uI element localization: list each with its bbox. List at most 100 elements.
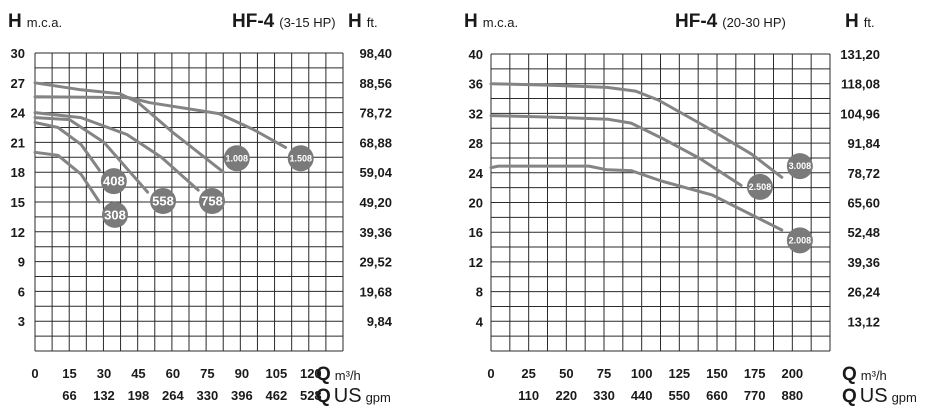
x-tick-label: 90 <box>235 366 249 381</box>
model-label: 3.008 <box>789 161 812 171</box>
x2-tick-label: 660 <box>706 388 728 403</box>
y-tick-label: 15 <box>11 195 25 210</box>
x2-axis-title: Q US gpm <box>316 385 391 407</box>
model-marker <box>786 227 813 254</box>
x2-tick-label: 550 <box>668 388 690 403</box>
y2-tick-label: 118,08 <box>841 77 880 92</box>
x-tick-label: 120 <box>300 366 322 381</box>
y2-tick-label: 104,96 <box>840 106 880 121</box>
x-tick-label: 50 <box>559 366 573 381</box>
y-axis-unit: m.c.a. <box>483 15 518 30</box>
model-marker <box>198 188 225 215</box>
x-axis-unit: m³/h <box>335 368 361 383</box>
model-label: 408 <box>103 174 125 189</box>
x-tick-label: 105 <box>265 366 287 381</box>
y-tick-label: 12 <box>469 255 483 270</box>
x2-axis-unit-gpm: gpm <box>366 390 391 405</box>
y-tick-label: 40 <box>469 47 483 62</box>
y2-tick-label: 78,72 <box>359 106 392 121</box>
x-tick-label: 75 <box>597 366 611 381</box>
x2-tick-label: 132 <box>93 388 115 403</box>
chart-title: HF-4 (3-15 HP) <box>232 11 336 32</box>
y2-tick-label: 9,84 <box>367 314 393 329</box>
y-tick-label: 32 <box>469 106 483 121</box>
y-tick-label: 27 <box>11 76 25 91</box>
x2-axis-symbol: Q <box>316 386 331 407</box>
y2-tick-label: 39,36 <box>847 255 880 270</box>
y-tick-label: 9 <box>18 255 25 270</box>
model-label: 2.508 <box>749 182 772 192</box>
x-tick-label: 0 <box>487 366 494 381</box>
y-tick-label: 16 <box>469 225 483 240</box>
y-axis-symbol: H <box>464 11 478 32</box>
y-tick-label: 36 <box>469 77 483 92</box>
y-axis-unit: m.c.a. <box>27 15 62 30</box>
x2-tick-label: 66 <box>62 388 76 403</box>
x-tick-label: 175 <box>744 366 766 381</box>
x2-tick-label: 330 <box>197 388 219 403</box>
x2-tick-label: 220 <box>555 388 577 403</box>
pump-curve-1508 <box>33 95 287 149</box>
y2-tick-label: 13,12 <box>847 314 880 329</box>
x-axis-symbol: Q <box>316 364 331 385</box>
x2-tick-label: 198 <box>128 388 150 403</box>
chart-title-model: HF-4 <box>675 11 718 32</box>
y2-tick-label: 91,84 <box>847 136 880 151</box>
x-tick-label: 150 <box>706 366 728 381</box>
x2-tick-label: 440 <box>631 388 653 403</box>
model-marker <box>101 201 128 228</box>
x2-axis-title: Q US gpm <box>842 385 917 407</box>
y2-tick-label: 65,60 <box>847 196 880 211</box>
y-tick-label: 4 <box>476 314 484 329</box>
y-tick-label: 20 <box>469 196 483 211</box>
x-tick-label: 0 <box>31 366 38 381</box>
x-tick-label: 15 <box>62 366 76 381</box>
x2-tick-label: 462 <box>265 388 287 403</box>
model-marker <box>100 168 127 195</box>
pump-curve-2008 <box>489 164 784 232</box>
x-axis-unit: m³/h <box>861 368 887 383</box>
model-marker <box>786 153 813 180</box>
model-marker <box>287 145 314 172</box>
pump-curve-2508 <box>489 114 743 187</box>
model-marker <box>223 145 250 172</box>
y2-tick-label: 88,56 <box>359 76 392 91</box>
model-label: 308 <box>104 207 126 222</box>
model-label: 558 <box>152 194 174 209</box>
pump-curve-558 <box>33 116 150 194</box>
x2-tick-label: 880 <box>781 388 803 403</box>
y-tick-label: 28 <box>469 136 483 151</box>
chart-subtitle: (20-30 HP) <box>722 15 786 30</box>
chart-subtitle: (3-15 HP) <box>279 15 335 30</box>
x2-axis-unit-gpm: gpm <box>892 390 917 405</box>
model-label: 1.508 <box>289 153 312 163</box>
x2-tick-label: 528 <box>300 388 322 403</box>
pump-curve-408 <box>33 121 101 172</box>
y2-axis-unit: ft. <box>367 15 378 30</box>
x-tick-label: 75 <box>200 366 214 381</box>
pump-curve-308 <box>33 150 101 204</box>
y2-axis-unit: ft. <box>864 15 875 30</box>
y-tick-label: 21 <box>11 135 25 150</box>
y2-tick-label: 39,36 <box>359 225 392 240</box>
y-tick-label: 18 <box>11 165 25 180</box>
y-tick-label: 12 <box>11 225 25 240</box>
chart-title-model: HF-4 <box>232 11 275 32</box>
x2-axis-symbol: Q <box>842 386 857 407</box>
x-tick-label: 25 <box>521 366 535 381</box>
x-tick-label: 30 <box>97 366 111 381</box>
x2-tick-label: 770 <box>744 388 766 403</box>
y2-tick-label: 26,24 <box>847 285 880 300</box>
y2-tick-label: 49,20 <box>359 195 392 210</box>
y2-tick-label: 68,88 <box>359 135 392 150</box>
x-tick-label: 45 <box>131 366 145 381</box>
model-label: 758 <box>201 194 223 209</box>
x-tick-label: 60 <box>166 366 180 381</box>
